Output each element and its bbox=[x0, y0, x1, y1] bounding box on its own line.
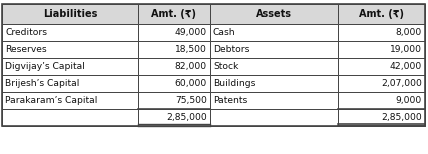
Bar bbox=[2, 58, 138, 75]
Text: Amt. (₹): Amt. (₹) bbox=[359, 9, 404, 19]
Text: 49,000: 49,000 bbox=[175, 28, 207, 37]
Text: Stock: Stock bbox=[213, 62, 238, 71]
Text: Parakaram’s Capital: Parakaram’s Capital bbox=[5, 96, 98, 105]
Text: Assets: Assets bbox=[256, 9, 292, 19]
Bar bbox=[2, 109, 138, 126]
Text: Brijesh’s Capital: Brijesh’s Capital bbox=[5, 79, 79, 88]
Bar bbox=[138, 75, 210, 92]
Bar bbox=[338, 4, 425, 24]
Bar bbox=[138, 58, 210, 75]
Text: 19,000: 19,000 bbox=[390, 45, 422, 54]
Bar bbox=[210, 4, 338, 24]
Bar bbox=[210, 41, 338, 58]
Bar bbox=[210, 92, 338, 109]
Text: Amt. (₹): Amt. (₹) bbox=[152, 9, 196, 19]
Text: Digvijay’s Capital: Digvijay’s Capital bbox=[5, 62, 85, 71]
Bar bbox=[210, 75, 338, 92]
Text: 2,85,000: 2,85,000 bbox=[381, 113, 422, 122]
Text: 2,85,000: 2,85,000 bbox=[166, 113, 207, 122]
Bar bbox=[138, 109, 210, 126]
Bar bbox=[138, 24, 210, 41]
Text: Buildings: Buildings bbox=[213, 79, 256, 88]
Bar bbox=[138, 41, 210, 58]
Text: 9,000: 9,000 bbox=[396, 96, 422, 105]
Bar bbox=[2, 92, 138, 109]
Bar bbox=[210, 24, 338, 41]
Bar bbox=[338, 58, 425, 75]
Bar bbox=[338, 109, 425, 126]
Bar bbox=[2, 24, 138, 41]
Bar bbox=[2, 41, 138, 58]
Bar bbox=[338, 41, 425, 58]
Text: 2,07,000: 2,07,000 bbox=[381, 79, 422, 88]
Bar bbox=[2, 4, 138, 24]
Bar bbox=[338, 24, 425, 41]
Text: 42,000: 42,000 bbox=[390, 62, 422, 71]
Bar bbox=[210, 109, 338, 126]
Bar bbox=[338, 92, 425, 109]
Text: 18,500: 18,500 bbox=[175, 45, 207, 54]
Text: 60,000: 60,000 bbox=[175, 79, 207, 88]
Bar bbox=[138, 92, 210, 109]
Bar bbox=[338, 75, 425, 92]
Bar bbox=[2, 75, 138, 92]
Bar bbox=[138, 4, 210, 24]
Text: Patents: Patents bbox=[213, 96, 247, 105]
Text: Liabilities: Liabilities bbox=[43, 9, 97, 19]
Text: Reserves: Reserves bbox=[5, 45, 47, 54]
Text: 82,000: 82,000 bbox=[175, 62, 207, 71]
Text: 75,500: 75,500 bbox=[175, 96, 207, 105]
Text: Debtors: Debtors bbox=[213, 45, 250, 54]
Text: Creditors: Creditors bbox=[5, 28, 47, 37]
Text: Cash: Cash bbox=[213, 28, 236, 37]
Text: 8,000: 8,000 bbox=[396, 28, 422, 37]
Bar bbox=[2, 4, 425, 126]
Bar bbox=[210, 58, 338, 75]
